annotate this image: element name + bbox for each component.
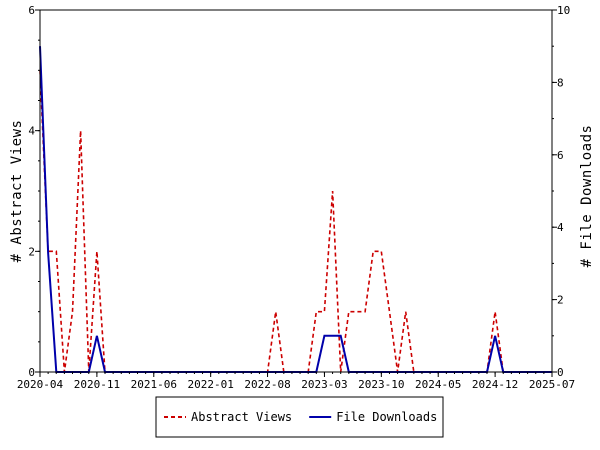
plot-layer [39, 46, 552, 373]
y2-tick-label: 2 [557, 294, 564, 307]
y2-tick-label: 4 [557, 221, 564, 234]
y2-tick-label: 6 [557, 149, 564, 162]
y2-axis-title: # File Downloads [579, 125, 595, 268]
y2-tick-label: 10 [557, 4, 570, 17]
legend-label-file-downloads: File Downloads [336, 410, 437, 424]
legend: Abstract Views File Downloads [155, 396, 444, 438]
y-tick-label: 2 [28, 245, 35, 258]
x-tick-label: 2020-04 [17, 378, 64, 391]
x-tick-label: 2024-05 [415, 378, 461, 391]
axes-layer: 2020-04 2020-11 2021-06 2022-01 2022-08 2023-… [17, 4, 575, 391]
y2-tick-label: 0 [557, 366, 564, 379]
x-tick-label: 2023-03 [301, 378, 347, 391]
x-tick-label: 2022-08 [244, 378, 290, 391]
x-tick-label: 2022-01 [187, 378, 233, 391]
y-tick-label: 0 [28, 366, 35, 379]
series-line-abstract-views [39, 70, 552, 373]
legend-box [155, 396, 444, 438]
y-tick-label: 6 [28, 4, 35, 17]
y-axis-title: # Abstract Views [9, 120, 25, 263]
x-tick-label: 2024-12 [472, 378, 518, 391]
y-tick-label: 4 [28, 125, 35, 138]
series-line-file-downloads [39, 46, 552, 373]
x-tick-label: 2021-06 [131, 378, 177, 391]
plot-frame [39, 9, 553, 373]
legend-label-abstract-views: Abstract Views [191, 410, 292, 424]
x-tick-label: 2025-07 [529, 378, 575, 391]
x-tick-label: 2023-10 [358, 378, 404, 391]
x-tick-label: 2020-11 [74, 378, 120, 391]
y2-tick-label: 8 [557, 76, 564, 89]
